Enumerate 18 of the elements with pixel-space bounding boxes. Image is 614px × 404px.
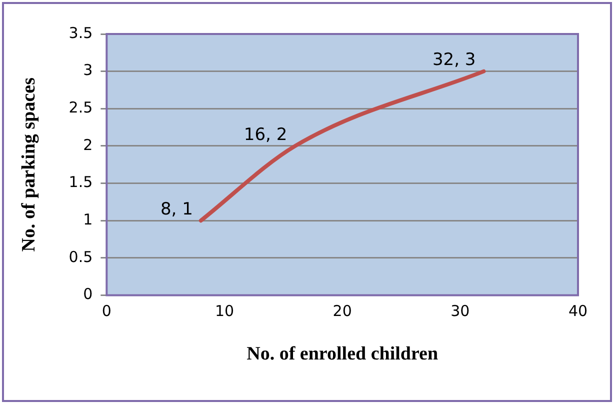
y-tick-label: 2.5 bbox=[68, 98, 93, 117]
y-tick-label: 0.5 bbox=[68, 248, 93, 266]
y-tick-label: 3 bbox=[83, 61, 93, 80]
x-tick-label: 40 bbox=[568, 302, 588, 320]
y-axis-title: No. of parking spaces bbox=[18, 78, 40, 252]
data-label: 32, 3 bbox=[432, 50, 476, 70]
x-tick-label: 30 bbox=[450, 302, 470, 320]
x-tick-label: 0 bbox=[102, 302, 112, 320]
x-tick-label: 20 bbox=[332, 302, 352, 320]
data-label: 16, 2 bbox=[244, 124, 288, 145]
y-tick-label: 2 bbox=[83, 136, 93, 154]
y-tick-label: 0 bbox=[83, 285, 93, 304]
y-tick-label: 1 bbox=[83, 210, 93, 228]
y-tick-label: 1.5 bbox=[68, 173, 93, 192]
data-label: 8, 1 bbox=[160, 199, 193, 220]
x-axis-title: No. of enrolled children bbox=[246, 344, 438, 365]
y-tick-label: 3.5 bbox=[68, 24, 93, 42]
x-tick-label: 10 bbox=[214, 302, 234, 320]
